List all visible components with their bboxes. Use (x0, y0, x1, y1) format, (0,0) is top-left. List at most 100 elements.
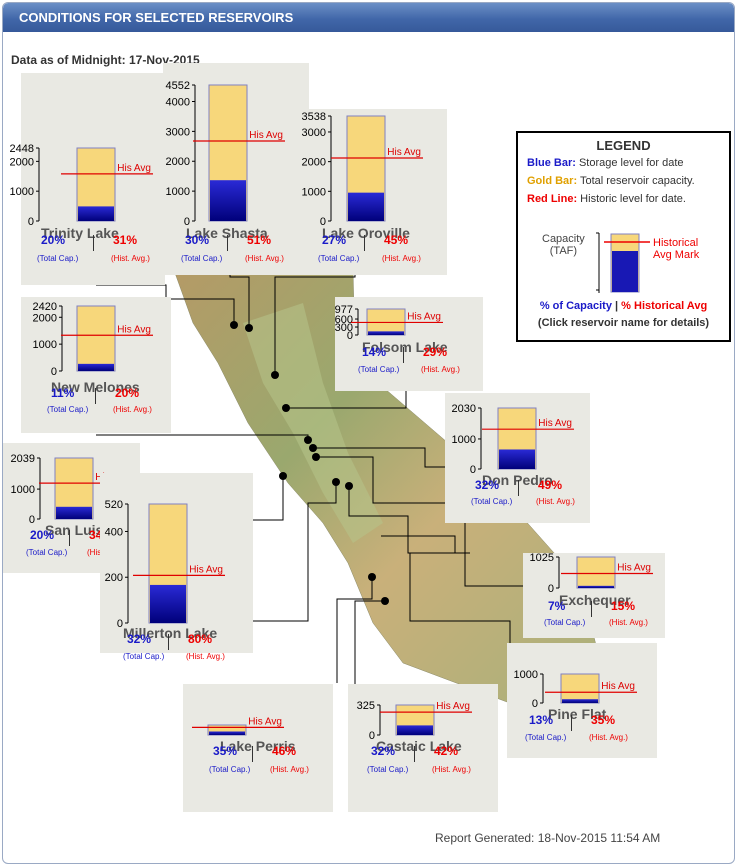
y-tick-label: 0 (51, 366, 57, 378)
his-avg-label: His Avg (248, 716, 282, 727)
y-tick-label: 600 (335, 314, 353, 326)
hist-avg-caption: (Hist. Avg.) (245, 254, 284, 263)
legend-blue-text: Storage level for date (575, 157, 684, 169)
connector-lines (75, 265, 563, 736)
reservoir-name-link-folsom[interactable]: Folsom Lake (362, 339, 448, 355)
legend-capacity-label: Capacity (TAF) (542, 233, 585, 257)
dot-millerton (332, 478, 340, 486)
storage-bar (499, 449, 535, 469)
pct-historical-avg: 45% (384, 233, 409, 247)
dot-shasta (245, 324, 253, 332)
legend-historical-word: Historical (653, 237, 699, 249)
pct-total-capacity: 35% (213, 744, 238, 758)
y-tick-label: 3538 (302, 111, 326, 123)
legend-sample-storage (612, 251, 638, 292)
reservoir-dots (230, 321, 389, 605)
y-tick-label: 1025 (530, 552, 554, 564)
storage-bar (209, 731, 245, 735)
storage-bar (78, 206, 114, 221)
legend-pct-hist: % Historical Avg (621, 300, 708, 312)
hist-avg-caption: (Hist. Avg.) (111, 254, 150, 263)
reservoir-name-link-san-luis[interactable]: San Luis (45, 522, 104, 538)
reservoir-name-link-millerton[interactable]: Millerton Lake (123, 625, 218, 641)
pct-total-capacity: 14% (362, 345, 387, 359)
y-tick-label: 3000 (302, 127, 326, 139)
y-tick-label: 2039 (11, 453, 35, 465)
legend-taf-word: (TAF) (549, 245, 578, 257)
his-avg-label: His Avg (117, 324, 151, 335)
y-tick-label: 400 (105, 526, 123, 538)
reservoir-name-link-exchequer[interactable]: Exchequer (559, 592, 631, 608)
reservoir-name-link-pine-flat[interactable]: Pine Flat (548, 706, 607, 722)
his-avg-label: His Avg (601, 681, 635, 692)
his-avg-label: His Avg (387, 147, 421, 158)
pct-divider (414, 746, 415, 762)
pct-divider (364, 235, 365, 251)
legend-gold-row: Gold Bar: Total reservoir capacity. (527, 175, 695, 187)
legend-gold-key: Gold Bar: (527, 175, 578, 187)
pct-historical-avg: 31% (113, 233, 138, 247)
hist-avg-caption: (Hist. Avg.) (113, 405, 152, 414)
storage-bar (562, 699, 598, 703)
y-tick-label: 520 (105, 499, 123, 511)
reservoir-panel-folsom: 977 600 300 0 His Avg Folsom Lake 14% 29% (Total… (335, 297, 483, 391)
legend-separator: | (611, 300, 622, 312)
reservoir-panel-exchequer: 1025 0 His Avg Exchequer 7% 15% (Total Cap.) (H… (523, 552, 665, 638)
hist-avg-caption: (Hist. Avg.) (421, 365, 460, 374)
y-tick-label: 3000 (166, 126, 190, 138)
reservoir-name-link-lake-perris[interactable]: Lake Perris (220, 738, 296, 754)
legend-avg-mark-word: Avg Mark (653, 249, 700, 261)
pct-total-capacity: 32% (127, 632, 152, 646)
pct-historical-avg: 49% (538, 478, 563, 492)
y-tick-label: 4000 (166, 96, 190, 108)
y-tick-label: 0 (347, 330, 353, 342)
capacity-bar (76, 305, 116, 372)
hist-avg-caption: (Hist. Avg.) (270, 765, 309, 774)
y-tick-label: 0 (28, 216, 34, 228)
his-avg-label: His Avg (189, 564, 223, 575)
total-cap-caption: (Total Cap.) (123, 652, 165, 661)
reservoir-panel-castaic: 325 0 His Avg Castaic Lake 32% 42% (Total Cap.… (348, 684, 498, 812)
hist-avg-caption: (Hist. Avg.) (382, 254, 421, 263)
reservoir-chart-lake-perris: His Avg (192, 716, 284, 736)
pct-historical-avg: 42% (434, 744, 459, 758)
total-cap-caption: (Total Cap.) (544, 618, 586, 627)
storage-bar (368, 331, 404, 335)
y-tick-label: 2000 (166, 156, 190, 168)
reservoir-panel-millerton: 520 400 200 0 His Avg Millerton Lake 32% 80% (To… (100, 473, 253, 661)
hist-avg-caption: (Hist. Avg.) (589, 733, 628, 742)
legend-sample-bar (596, 232, 650, 293)
storage-bar (78, 363, 114, 371)
total-cap-caption: (Total Cap.) (358, 365, 400, 374)
reservoir-name-link-trinity[interactable]: Trinity Lake (41, 225, 119, 241)
storage-bar (150, 584, 186, 623)
pct-total-capacity: 20% (41, 233, 66, 247)
legend-blue-row: Blue Bar: Storage level for date (527, 157, 684, 169)
dot-folsom (282, 404, 290, 412)
dot-castaic (368, 573, 376, 581)
reservoir-name-link-new-melones[interactable]: New Melones (51, 379, 140, 395)
reservoir-panel-lake-perris: His Avg Lake Perris 35% 46% (Total Cap.) (His… (183, 684, 333, 812)
dot-perris (381, 597, 389, 605)
dot-trinity (230, 321, 238, 329)
reservoir-name-link-castaic[interactable]: Castaic Lake (376, 738, 462, 754)
legend-box: LEGEND Blue Bar: Storage level for date … (516, 131, 731, 342)
total-cap-caption: (Total Cap.) (525, 733, 567, 742)
y-tick-label: 0 (369, 730, 375, 742)
reservoir-name-link-shasta[interactable]: Lake Shasta (186, 225, 268, 241)
y-tick-label: 0 (548, 583, 554, 595)
storage-bar (578, 585, 614, 588)
total-cap-caption: (Total Cap.) (209, 765, 251, 774)
pct-divider (518, 480, 519, 496)
pct-divider (168, 634, 169, 650)
storage-bar (210, 180, 246, 221)
header-bar: CONDITIONS FOR SELECTED RESERVOIRS (3, 3, 734, 32)
reservoir-name-link-don-pedro[interactable]: Don Pedro (482, 472, 553, 488)
reservoir-chart-pine-flat: 1000 0 His Avg (514, 669, 637, 710)
total-cap-caption: (Total Cap.) (181, 254, 223, 263)
dot-don-pedro (309, 444, 317, 452)
his-avg-label: His Avg (117, 163, 151, 174)
reservoir-name-link-oroville[interactable]: Lake Oroville (322, 225, 410, 241)
